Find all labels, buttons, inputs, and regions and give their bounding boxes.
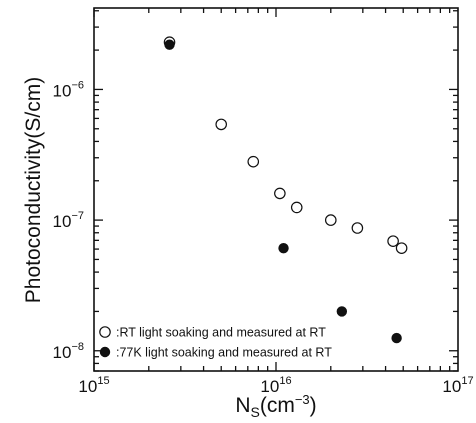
y-tick-label: 10−7 (53, 210, 84, 231)
x-axis-label-part: −3 (295, 392, 310, 407)
data-point-77k (336, 306, 348, 317)
legend-marker (99, 326, 111, 338)
y-tick-label-exponent: −6 (71, 79, 84, 91)
x-tick-label-exponent: 15 (97, 375, 109, 387)
x-axis-label: NS(cm−3) (235, 392, 316, 420)
x-tick-label-base: 10 (442, 377, 461, 396)
data-point-rt (387, 235, 399, 247)
data-point-77k (391, 332, 402, 344)
x-tick-label: 1015 (78, 375, 109, 396)
y-tick-label-base: 10 (53, 343, 72, 362)
data-point-rt (395, 242, 408, 254)
legend-label: :77K light soaking and measured at RT (116, 346, 332, 360)
x-tick-label: 1016 (260, 375, 291, 396)
y-axis-label: Photoconductivity(S/cm) (22, 77, 45, 303)
y-tick-label: 10−8 (53, 341, 84, 362)
x-tick-label-exponent: 16 (279, 375, 291, 387)
y-tick-label-base: 10 (53, 212, 72, 231)
x-axis-label-part: ) (310, 394, 317, 417)
y-tick-label-exponent: −7 (71, 210, 84, 222)
data-point-rt (290, 201, 303, 214)
x-axis-label-part: (cm (260, 394, 295, 417)
data-point-77k (164, 39, 175, 50)
y-tick-label: 10−6 (53, 79, 84, 100)
legend-label: :RT light soaking and measured at RT (116, 326, 326, 340)
x-axis-label-part: N (235, 394, 250, 417)
data-point-rt (324, 214, 337, 226)
data-point-rt (351, 222, 364, 234)
legend-marker (99, 346, 111, 358)
x-tick-label-exponent: 17 (461, 375, 473, 387)
x-axis-label-part: S (251, 404, 260, 420)
data-point-rt (247, 155, 260, 168)
data-point-rt (215, 118, 228, 131)
y-tick-label-base: 10 (53, 81, 72, 100)
x-tick-label-base: 10 (78, 377, 97, 396)
data-point-77k (278, 242, 289, 254)
x-tick-label-base: 10 (260, 377, 279, 396)
data-points (163, 36, 408, 344)
y-tick-label-exponent: −8 (71, 341, 84, 353)
legend: :RT light soaking and measured at RT :77K… (99, 326, 332, 360)
axis-ticks (93, 8, 458, 372)
data-point-rt (274, 187, 286, 200)
x-tick-label: 1017 (442, 375, 473, 396)
